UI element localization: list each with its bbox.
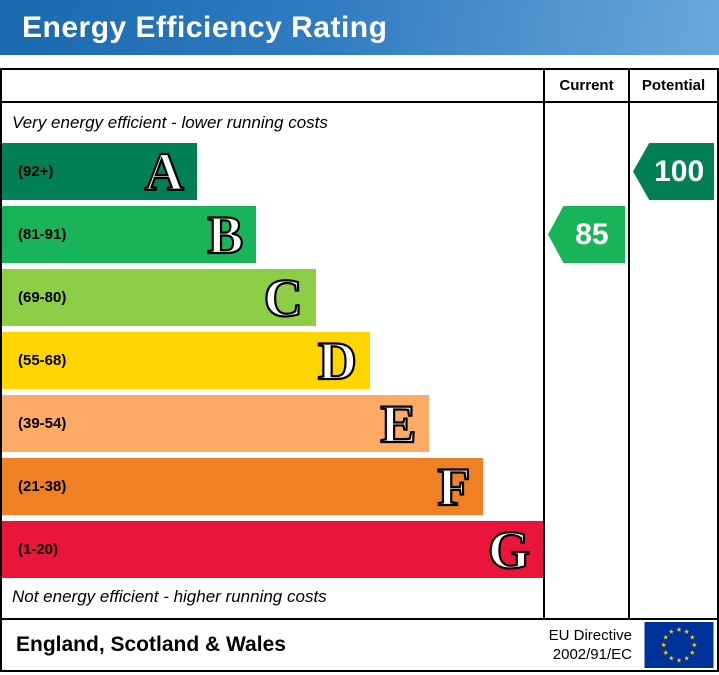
page-title: Energy Efficiency Rating [22,10,388,44]
band-a-range: (92+) [18,163,54,180]
band-c: (69-80) C [2,269,316,326]
eu-directive-line1: EU Directive [548,626,632,644]
current-rating-value: 85 [575,217,609,251]
band-g-range: (1-20) [18,541,59,558]
potential-rating-value: 100 [654,154,705,188]
eu-directive-line2: 2002/91/EC [552,646,632,663]
bottom-note: Not energy efficient - higher running co… [12,587,327,606]
eu-directive-label: EU Directive 2002/91/EC [549,626,632,665]
current-column-header: Current [543,70,628,103]
band-g-letter: G [487,519,531,580]
band-a: (92+) A [2,143,197,200]
header-banner: Energy Efficiency Rating [0,0,719,55]
region-label: England, Scotland & Wales [16,633,286,656]
band-e: (39-54) E [2,393,430,454]
band-c-range: (69-80) [18,289,67,306]
band-e-letter: E [379,393,417,454]
eu-flag-icon [644,622,714,668]
chart-frame: Current Potential Very energy efficient … [0,68,719,672]
potential-column-header: Potential [628,70,717,103]
top-note: Very energy efficient - lower running co… [12,113,328,132]
current-rating-arrow: 85 [548,206,625,263]
band-g: (1-20) G [2,521,543,578]
band-bars: (92+) A (81-91) B (69-80) C (55-68) D [2,143,543,578]
band-d-range: (55-68) [18,352,67,369]
corner-cell [2,70,543,103]
band-b: (81-91) B [2,204,257,265]
band-f-range: (21-38) [18,478,67,495]
band-b-letter: B [206,204,244,265]
band-f-letter: F [436,456,471,517]
band-d-letter: D [317,330,358,391]
band-a-letter: A [144,141,185,202]
footer-bar: England, Scotland & Wales EU Directive 2… [2,618,717,670]
band-d: (55-68) D [2,332,370,389]
current-rating-column: 85 [543,103,628,618]
potential-rating-arrow: 100 [633,143,714,200]
band-c-letter: C [263,267,304,328]
potential-rating-column: 100 [628,103,717,618]
chart-grid: Current Potential Very energy efficient … [2,70,717,618]
band-f: (21-38) F [2,456,484,517]
bands-area: Very energy efficient - lower running co… [2,103,543,618]
band-b-range: (81-91) [18,226,67,243]
band-e-range: (39-54) [18,415,67,432]
